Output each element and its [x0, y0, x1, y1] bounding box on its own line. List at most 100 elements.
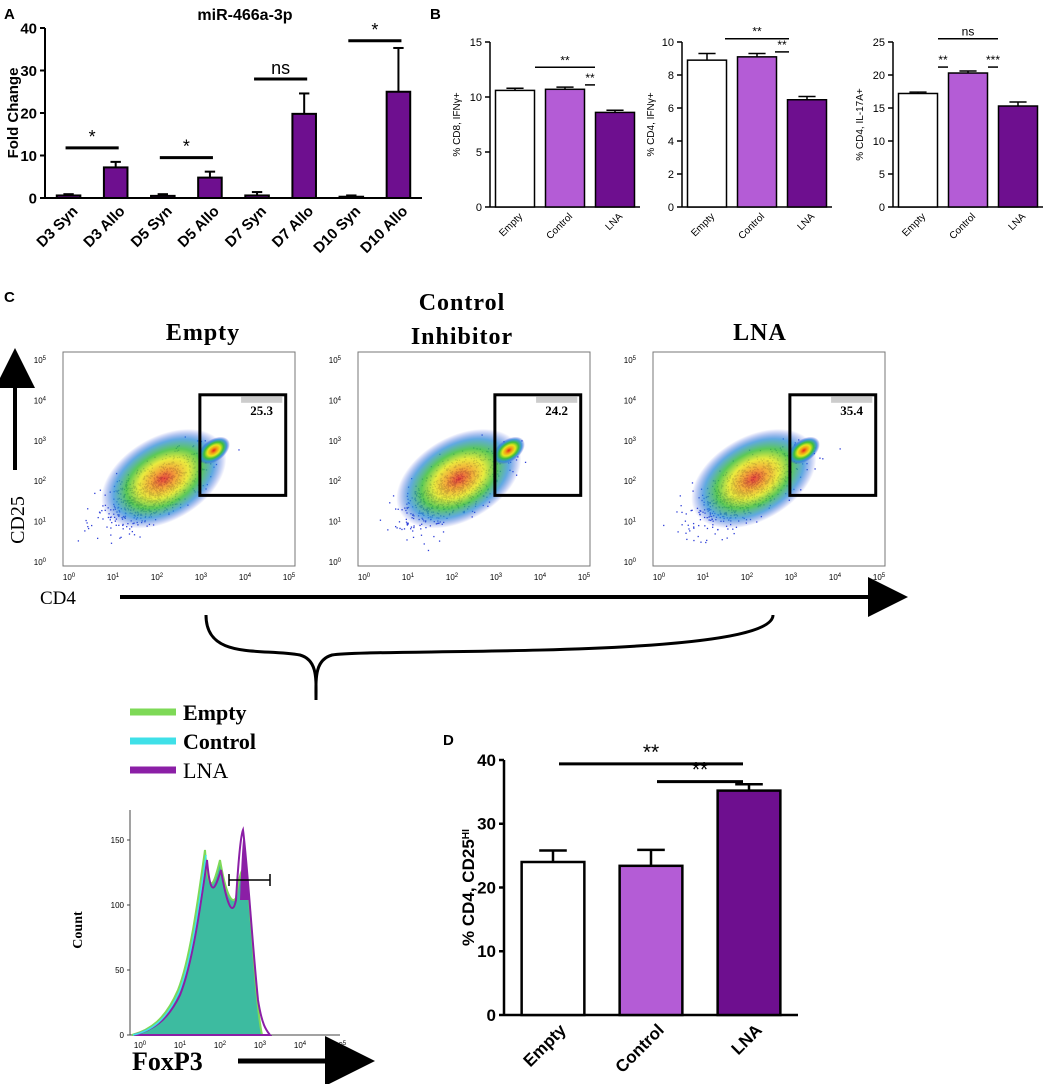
- x-tick-label: D10 Allo: [357, 203, 411, 257]
- bar-empty: [686, 59, 728, 208]
- histogram-x-tick-exponent: 5: [343, 1041, 347, 1047]
- histogram-x-tick-exponent: 3: [263, 1041, 267, 1047]
- flow-event: [427, 549, 430, 552]
- x-tick-label: Empty: [520, 1020, 571, 1071]
- bar-empty: [494, 89, 536, 208]
- y-tick-exponent: 0: [633, 558, 637, 564]
- flow-event: [109, 519, 111, 521]
- x-tick-exponent: 0: [72, 573, 76, 579]
- flow-event: [410, 528, 412, 530]
- cd4-axis-label: CD4: [40, 588, 76, 609]
- y-axis-label: % CD4, CD25HI: [459, 829, 478, 946]
- density-core: [101, 428, 227, 529]
- y-tick-label: 100: [624, 558, 637, 567]
- flow-event: [394, 525, 397, 528]
- flow-event: [87, 525, 89, 528]
- y-tick-label: 30: [477, 815, 496, 834]
- flow-event: [721, 539, 723, 541]
- flow-event: [407, 523, 409, 525]
- bar-lna: [997, 105, 1039, 208]
- x-tick-label: LNA: [604, 211, 626, 233]
- x-tick-label: Empty: [497, 211, 525, 239]
- y-tick-label: 10: [873, 136, 885, 148]
- gate-label-bg: [536, 396, 578, 403]
- histogram-x-tick-exponent: 2: [223, 1041, 227, 1047]
- y-tick-exponent: 5: [43, 356, 47, 362]
- flow-event: [406, 523, 408, 525]
- x-tick-label: 104: [239, 573, 252, 582]
- cd25-hi-gate: [788, 393, 878, 497]
- flow-event: [420, 528, 422, 530]
- bar-lna: [716, 789, 782, 1017]
- x-tick-label: D3 Syn: [33, 203, 81, 251]
- x-tick-exponent: 2: [455, 573, 459, 579]
- legend-label-lna: LNA: [183, 758, 228, 783]
- significance-label: ns: [962, 25, 975, 39]
- x-tick-label: 102: [446, 573, 459, 582]
- y-tick-label: 105: [34, 356, 47, 365]
- histogram-y-tick-label: 100: [111, 901, 125, 910]
- y-tick-label: 103: [34, 437, 47, 446]
- x-tick-label: 100: [63, 573, 76, 582]
- x-tick-exponent: 4: [543, 573, 547, 579]
- flow-event: [398, 521, 401, 523]
- significance-label: **: [585, 71, 595, 85]
- density-hotspot: [492, 436, 525, 465]
- x-tick-label: 103: [195, 573, 208, 582]
- y-tick-label: 20: [477, 878, 496, 897]
- y-tick-label: 0: [879, 202, 885, 214]
- flow-event: [693, 539, 695, 542]
- cd25-axis-label: CD25: [7, 496, 29, 544]
- bar-empty: [897, 92, 939, 208]
- bar-d3-syn: [55, 194, 82, 199]
- histogram-lna-peak: [240, 832, 250, 900]
- y-tick-exponent: 0: [43, 558, 47, 564]
- histogram-x-tick-exponent: 4: [303, 1041, 307, 1047]
- flow-event: [732, 528, 734, 530]
- y-tick-label: 15: [873, 103, 885, 115]
- y-tick-label: 5: [476, 147, 482, 159]
- y-tick-label: 10: [662, 37, 674, 49]
- flow-event: [120, 536, 122, 539]
- y-axis-label: % CD4, IL-17A+: [855, 88, 866, 161]
- flow-event: [110, 534, 112, 536]
- flow-event: [406, 539, 408, 541]
- y-tick-label: 30: [20, 63, 37, 80]
- x-tick-label: D5 Syn: [128, 203, 176, 251]
- y-tick-label: 25: [873, 37, 885, 49]
- bar-lna: [786, 99, 828, 208]
- y-tick-exponent: 4: [43, 396, 47, 402]
- flow-event: [87, 527, 90, 530]
- flow-event: [677, 531, 679, 533]
- flow-event: [692, 522, 695, 525]
- x-tick-exponent: 0: [367, 573, 371, 579]
- y-tick-label: 101: [624, 518, 637, 527]
- y-tick-exponent: 5: [338, 356, 342, 362]
- flow-event: [96, 537, 99, 540]
- y-tick-label: 2: [668, 169, 674, 181]
- x-tick-exponent: 2: [160, 573, 164, 579]
- y-tick-exponent: 3: [338, 437, 342, 443]
- legend-label-empty: Empty: [183, 700, 247, 725]
- flow-event: [139, 536, 141, 538]
- x-tick-label: Control: [612, 1020, 668, 1076]
- flow-event: [387, 529, 389, 531]
- histogram-x-tick-label: 101: [174, 1041, 187, 1050]
- flow-event: [131, 530, 133, 533]
- histogram-y-label: Count: [71, 911, 86, 949]
- flow-event: [733, 532, 735, 535]
- flow-event: [681, 511, 683, 514]
- flow-event: [84, 530, 86, 532]
- flow-event: [379, 519, 382, 521]
- histogram-x-tick-label: 105: [334, 1041, 347, 1050]
- flow-event: [691, 482, 694, 484]
- y-axis-label: % CD4, IFNγ+: [646, 92, 657, 156]
- flow-event: [119, 537, 121, 539]
- flow-event: [101, 509, 103, 512]
- histogram-legend: Empty Control LNA: [130, 700, 256, 783]
- y-tick-label: 104: [624, 396, 637, 405]
- chart-d-cd4-cd25hi: 0 10 20 30 40 Empty Control LNA ** ** % CD4, CD25H…: [459, 741, 798, 1077]
